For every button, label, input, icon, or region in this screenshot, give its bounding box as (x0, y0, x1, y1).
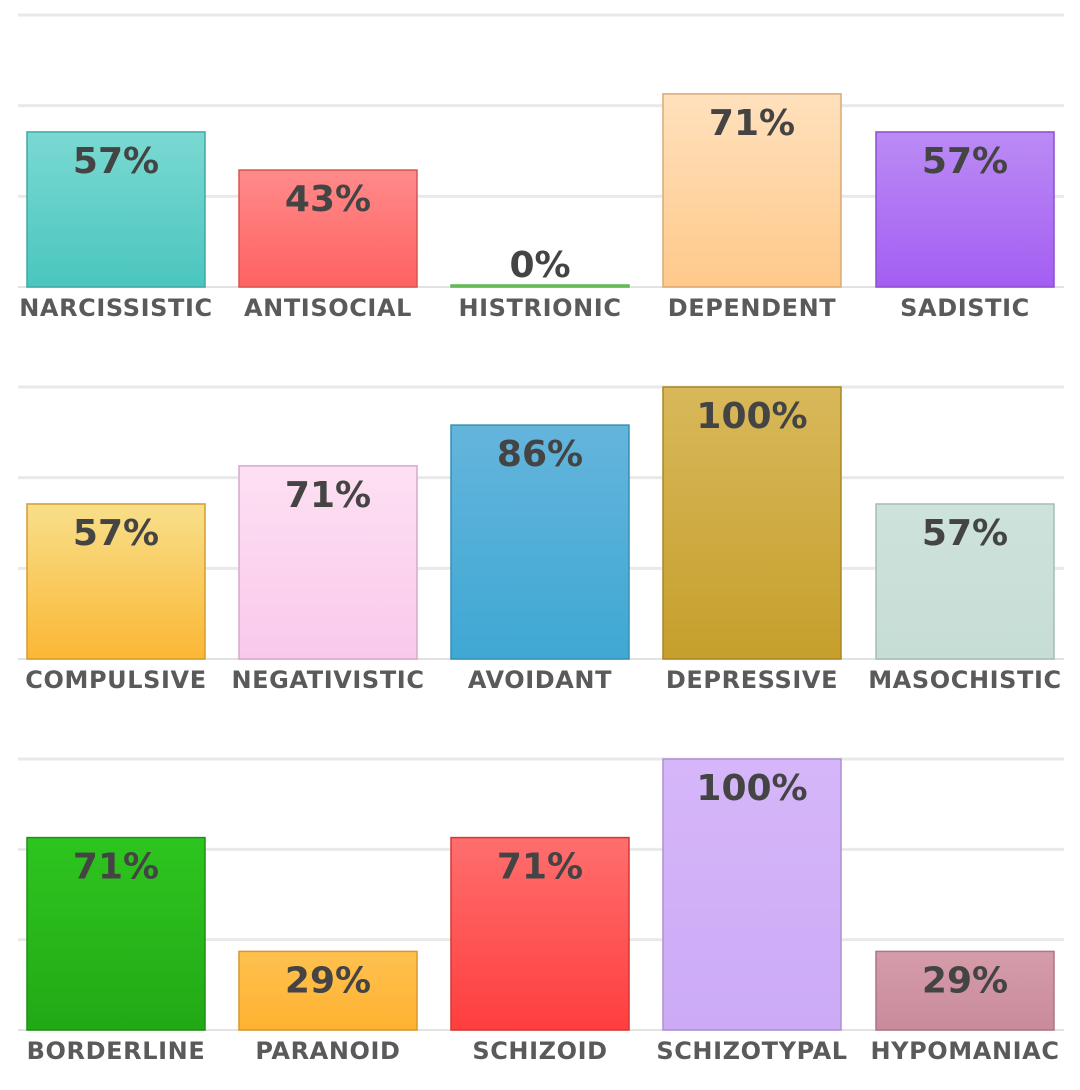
bar-paranoid (238, 950, 418, 1031)
bar-schizotypal (662, 758, 842, 1031)
value-label-schizotypal: 100% (696, 768, 807, 809)
chart-1: 57% NARCISSISTIC 43% ANTISOCIAL 0% HISTRIONIC… (18, 13, 1064, 322)
value-label-antisocial: 43% (285, 179, 371, 220)
value-label-avoidant: 86% (497, 434, 583, 475)
category-label-schizotypal: SCHIZOTYPAL (656, 1037, 847, 1065)
category-label-paranoid: PARANOID (255, 1037, 400, 1065)
bar-dependent (662, 93, 842, 288)
value-label-histrionic: 0% (509, 245, 570, 286)
bar-depressive (662, 386, 842, 660)
bar-narcissistic (26, 131, 206, 288)
category-label-narcissistic: NARCISSISTIC (19, 294, 213, 322)
value-label-schizoid: 71% (497, 847, 583, 888)
value-label-narcissistic: 57% (73, 141, 159, 182)
bar-schizoid (450, 836, 630, 1031)
bar-histrionic (450, 284, 630, 288)
bar-compulsive (26, 503, 206, 660)
category-label-compulsive: COMPULSIVE (25, 666, 206, 694)
value-label-compulsive: 57% (73, 513, 159, 554)
chart-2: 57% COMPULSIVE 71% NEGATIVISTIC 86% AVOIDANT 1… (18, 385, 1064, 694)
category-label-sadistic: SADISTIC (900, 294, 1030, 322)
bar-avoidant (450, 424, 630, 660)
category-label-borderline: BORDERLINE (27, 1037, 206, 1065)
category-label-dependent: DEPENDENT (668, 294, 837, 322)
category-label-masochistic: MASOCHISTIC (868, 666, 1062, 694)
category-label-antisocial: ANTISOCIAL (244, 294, 412, 322)
value-label-depressive: 100% (696, 396, 807, 437)
category-label-histrionic: HISTRIONIC (458, 294, 621, 322)
category-label-hypomaniac: HYPOMANIAC (870, 1037, 1059, 1065)
value-label-negativistic: 71% (285, 475, 371, 516)
category-label-schizoid: SCHIZOID (472, 1037, 607, 1065)
category-label-avoidant: AVOIDANT (468, 666, 612, 694)
category-label-depressive: DEPRESSIVE (666, 666, 838, 694)
bar-hypomaniac (875, 950, 1055, 1031)
bar-masochistic (875, 503, 1055, 660)
bar-sadistic (875, 131, 1055, 288)
value-label-masochistic: 57% (922, 513, 1008, 554)
bar-borderline (26, 836, 206, 1031)
value-label-sadistic: 57% (922, 141, 1008, 182)
category-label-negativistic: NEGATIVISTIC (231, 666, 424, 694)
bar-negativistic (238, 465, 418, 660)
value-label-dependent: 71% (709, 103, 795, 144)
chart-3: 71% BORDERLINE 29% PARANOID 71% SCHIZOID 100% S… (18, 757, 1064, 1065)
value-label-borderline: 71% (73, 847, 159, 888)
value-label-hypomaniac: 29% (922, 960, 1008, 1001)
bar-antisocial (238, 169, 418, 288)
value-label-paranoid: 29% (285, 960, 371, 1001)
